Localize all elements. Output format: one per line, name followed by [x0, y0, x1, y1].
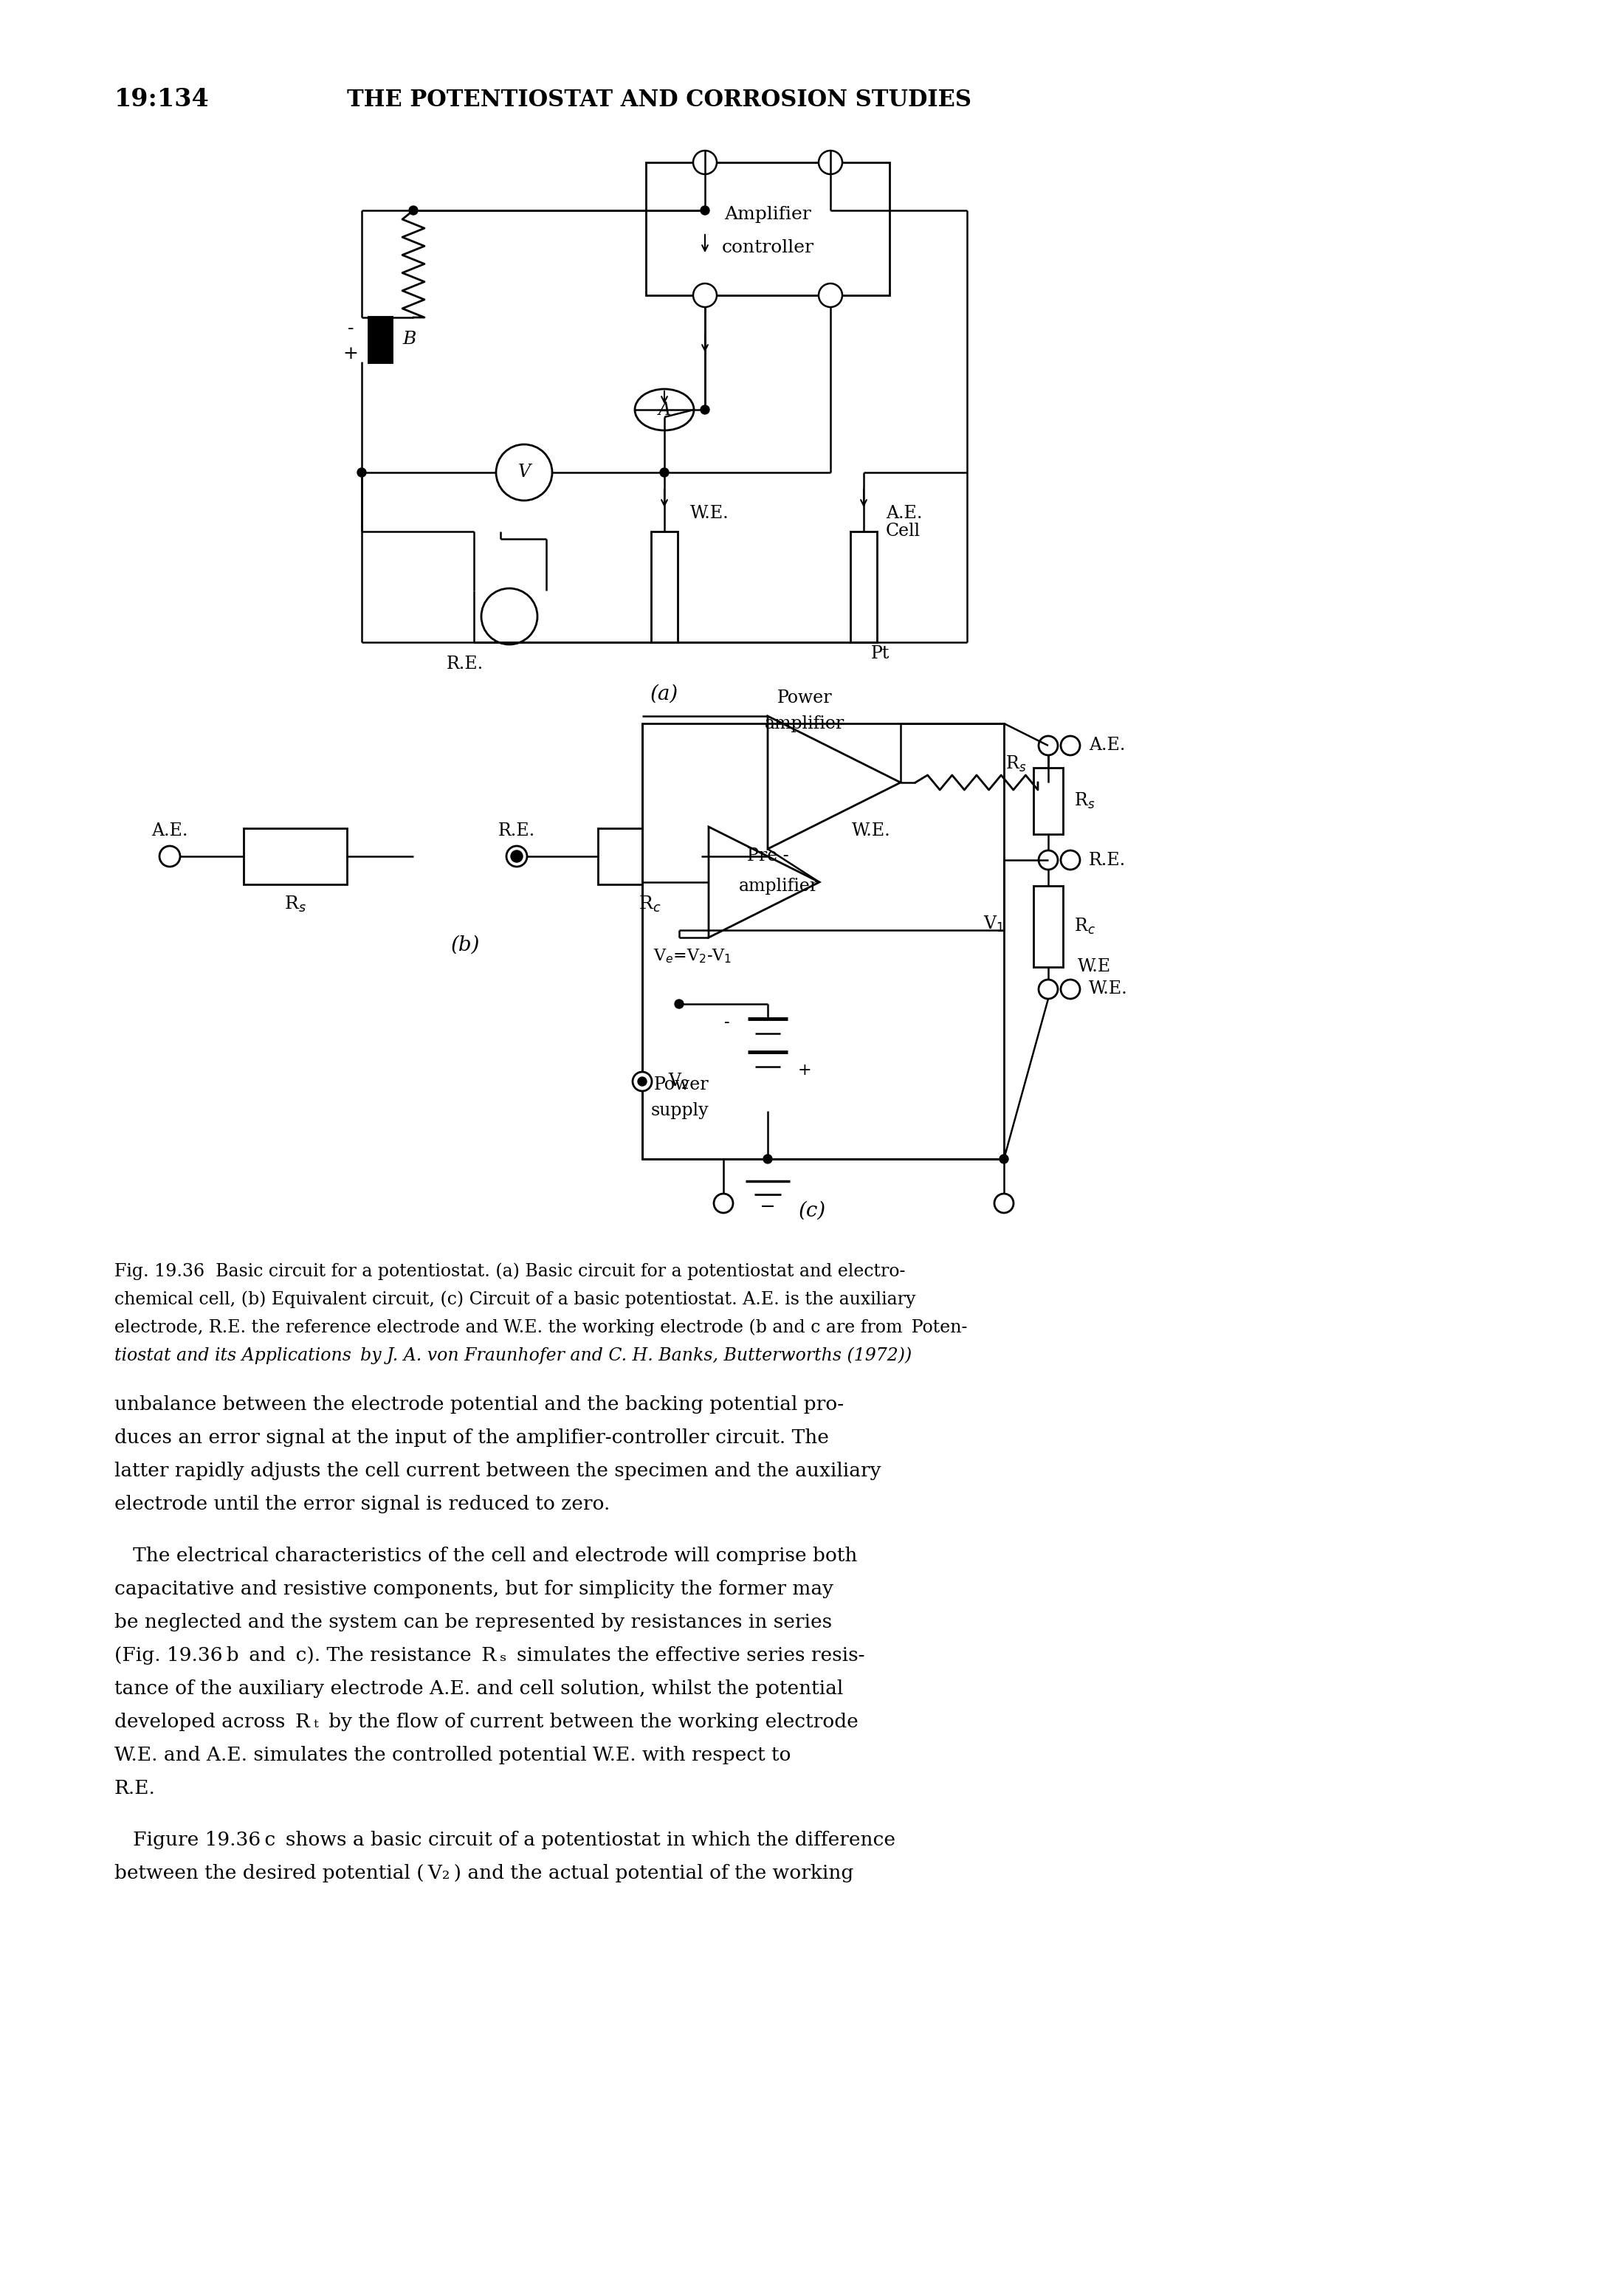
Circle shape: [481, 588, 538, 645]
Text: A: A: [658, 402, 671, 418]
Circle shape: [674, 999, 684, 1008]
Text: between the desired potential ( V₂ ) and the actual potential of the working: between the desired potential ( V₂ ) and…: [114, 1864, 854, 1882]
Text: R$_s$: R$_s$: [1073, 792, 1095, 810]
Circle shape: [693, 150, 716, 175]
Text: W.E.: W.E.: [1088, 981, 1127, 999]
Text: -: -: [724, 1015, 729, 1031]
Circle shape: [495, 445, 552, 499]
Text: R$_c$: R$_c$: [638, 894, 661, 915]
Circle shape: [700, 406, 710, 413]
Bar: [651, 531, 677, 642]
Text: R$_s$: R$_s$: [1005, 754, 1026, 774]
Text: Power: Power: [776, 690, 831, 706]
Text: tance of the auxiliary electrode A.E. and cell solution, whilst the potential: tance of the auxiliary electrode A.E. an…: [114, 1680, 843, 1698]
Text: (a): (a): [650, 683, 679, 704]
Text: THE POTENTIOSTAT AND CORROSION STUDIES: THE POTENTIOSTAT AND CORROSION STUDIES: [348, 89, 971, 111]
Text: A.E.: A.E.: [885, 504, 922, 522]
Text: capacitative and resistive components, but for simplicity the former may: capacitative and resistive components, b…: [114, 1580, 833, 1598]
Bar: [646, 163, 890, 295]
Circle shape: [507, 847, 528, 867]
Text: Power: Power: [653, 1076, 708, 1094]
Text: R.E.: R.E.: [114, 1780, 156, 1798]
Circle shape: [994, 1194, 1013, 1212]
Circle shape: [700, 207, 710, 216]
Text: (Fig. 19.36 b  and  c). The resistance  R ₛ  simulates the effective series resi: (Fig. 19.36 b and c). The resistance R ₛ…: [114, 1646, 864, 1664]
Text: V$_e$=V$_2$-V$_1$: V$_e$=V$_2$-V$_1$: [653, 947, 732, 965]
Text: V$_2$: V$_2$: [667, 1071, 689, 1092]
Text: (c): (c): [799, 1201, 825, 1221]
Circle shape: [1039, 851, 1057, 869]
Text: unbalance between the electrode potential and the backing potential pro-: unbalance between the electrode potentia…: [114, 1396, 844, 1414]
Text: V: V: [518, 463, 531, 481]
Text: latter rapidly adjusts the cell current between the specimen and the auxiliary: latter rapidly adjusts the cell current …: [114, 1462, 880, 1480]
Circle shape: [999, 1155, 1009, 1165]
Circle shape: [1060, 981, 1080, 999]
Bar: [369, 318, 391, 361]
Text: amplifier: amplifier: [739, 878, 818, 894]
Text: W.E.: W.E.: [851, 822, 890, 840]
Circle shape: [1039, 735, 1057, 756]
Text: Amplifier: Amplifier: [724, 207, 810, 222]
Text: -: -: [348, 320, 354, 336]
Text: A.E.: A.E.: [151, 822, 188, 840]
Circle shape: [409, 207, 417, 216]
Text: Figure 19.36 c  shows a basic circuit of a potentiostat in which the difference: Figure 19.36 c shows a basic circuit of …: [114, 1832, 895, 1850]
Circle shape: [818, 284, 843, 306]
Text: Pre -: Pre -: [747, 847, 789, 865]
Bar: [244, 829, 348, 885]
Circle shape: [861, 847, 882, 867]
Text: W.E. and A.E. simulates the controlled potential W.E. with respect to: W.E. and A.E. simulates the controlled p…: [114, 1746, 791, 1764]
Text: A.E.: A.E.: [1088, 738, 1125, 754]
Circle shape: [357, 468, 365, 477]
Text: developed across  R ₜ  by the flow of current between the working electrode: developed across R ₜ by the flow of curr…: [114, 1712, 859, 1732]
Text: R.E.: R.E.: [447, 656, 484, 672]
Text: amplifier: amplifier: [765, 715, 844, 731]
Text: Fig. 19.36  Basic circuit for a potentiostat. (a) Basic circuit for a potentiost: Fig. 19.36 Basic circuit for a potentios…: [114, 1262, 905, 1280]
Text: duces an error signal at the input of the amplifier-controller circuit. The: duces an error signal at the input of th…: [114, 1428, 828, 1446]
Circle shape: [818, 150, 843, 175]
Circle shape: [512, 851, 523, 863]
Text: electrode, R.E. the reference electrode and W.E. the working electrode (b and c : electrode, R.E. the reference electrode …: [114, 1319, 968, 1335]
Text: R.E.: R.E.: [499, 822, 536, 840]
Circle shape: [1060, 851, 1080, 869]
Circle shape: [1060, 735, 1080, 756]
Text: electrode until the error signal is reduced to zero.: electrode until the error signal is redu…: [114, 1496, 611, 1514]
Text: W.E.: W.E.: [690, 504, 729, 522]
Text: supply: supply: [651, 1103, 708, 1119]
Text: +: +: [343, 345, 359, 363]
Ellipse shape: [635, 388, 693, 431]
Bar: [1033, 767, 1064, 833]
Text: controller: controller: [721, 238, 814, 257]
Bar: [1033, 885, 1064, 967]
Text: W.E: W.E: [1078, 958, 1111, 976]
Circle shape: [715, 1194, 732, 1212]
Circle shape: [638, 1076, 646, 1085]
Circle shape: [1039, 981, 1057, 999]
Circle shape: [159, 847, 180, 867]
Text: R$_c$: R$_c$: [1073, 917, 1095, 935]
Bar: [641, 724, 1004, 1160]
Circle shape: [633, 1071, 651, 1092]
Text: be neglected and the system can be represented by resistances in series: be neglected and the system can be repre…: [114, 1614, 831, 1632]
Text: 19:134: 19:134: [114, 89, 209, 111]
Text: R.E.: R.E.: [1088, 851, 1125, 869]
Text: R$_s$: R$_s$: [284, 894, 307, 915]
Text: +: +: [797, 1062, 812, 1078]
Bar: [851, 531, 877, 642]
Text: chemical cell, (b) Equivalent circuit, (c) Circuit of a basic potentiostat. A.E.: chemical cell, (b) Equivalent circuit, (…: [114, 1289, 916, 1308]
Text: Cell: Cell: [885, 522, 921, 540]
Bar: [598, 829, 702, 885]
Text: B: B: [403, 331, 416, 347]
Text: Pt: Pt: [870, 645, 890, 663]
Text: (b): (b): [450, 935, 479, 956]
Circle shape: [763, 1155, 771, 1165]
Circle shape: [659, 468, 669, 477]
Text: V$_1$: V$_1$: [983, 915, 1004, 933]
Text: The electrical characteristics of the cell and electrode will comprise both: The electrical characteristics of the ce…: [114, 1546, 857, 1564]
Text: tiostat and its Applications  by J. A. von Fraunhofer and C. H. Banks, Butterwor: tiostat and its Applications by J. A. vo…: [114, 1346, 911, 1364]
Circle shape: [693, 284, 716, 306]
